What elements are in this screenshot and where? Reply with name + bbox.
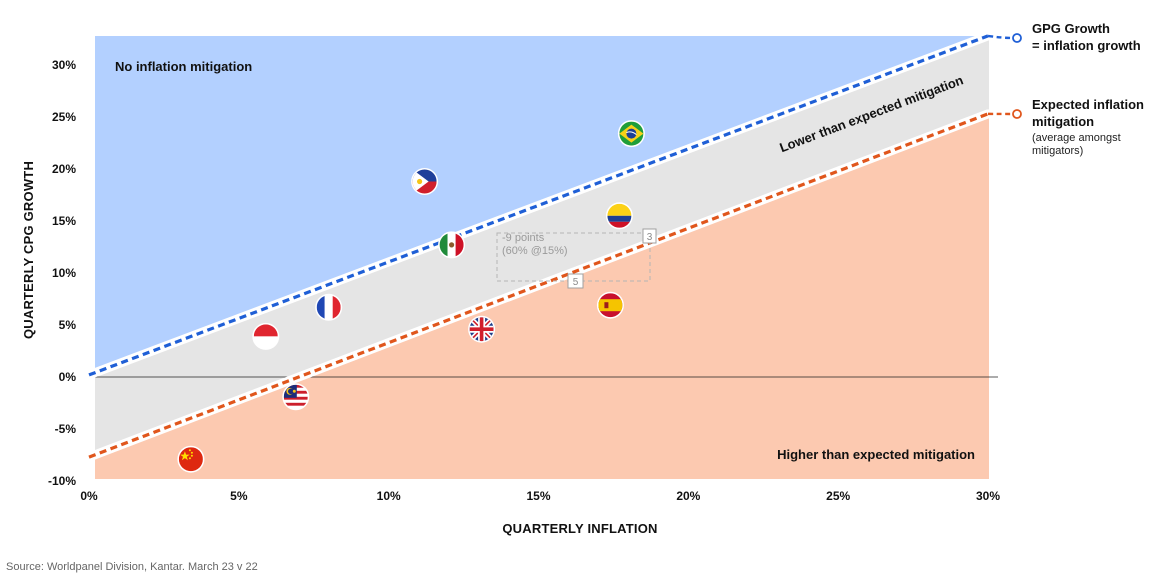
x-tick-label: 15% [526, 489, 550, 503]
philippines-flag-point [411, 168, 439, 195]
indonesia-flag [253, 324, 278, 349]
indonesia-flag-point [252, 322, 280, 350]
france-flag-point [315, 293, 343, 321]
uk-flag-point [468, 315, 496, 343]
x-tick-label: 5% [230, 489, 248, 503]
region-label-higher-than-expected: Higher than expected mitigation [777, 447, 975, 462]
x-axis-title: QUARTERLY INFLATION [502, 521, 657, 536]
annotation-text-percent: (60% @15%) [502, 245, 568, 257]
region-label-no-mitigation: No inflation mitigation [115, 59, 252, 74]
x-tick-label: 30% [976, 489, 1000, 503]
x-tick-label: 0% [80, 489, 98, 503]
colombia-flag-point [605, 202, 633, 230]
region-higher-than-expected [95, 113, 989, 479]
y-tick-label: 30% [52, 58, 76, 72]
expected-line-end-marker [1012, 109, 1022, 119]
gpg-line-halo [84, 31, 993, 380]
philippines-flag [412, 169, 437, 194]
y-tick-label: -5% [55, 422, 77, 436]
malaysia-flag-point [282, 383, 310, 411]
x-tick-label: 10% [377, 489, 401, 503]
spain-flag-point [596, 291, 624, 319]
y-tick-label: 5% [59, 318, 77, 332]
annotation-box-5 [567, 273, 584, 289]
gpg-line-end-marker [1012, 33, 1022, 43]
source-note: Source: Worldpanel Division, Kantar. Mar… [6, 561, 258, 573]
y-tick-label: 20% [52, 162, 76, 176]
gpg-line-end-curve [987, 34, 1014, 40]
brazil-flag-point [617, 120, 645, 148]
legend-gpg-title-line1: GPG Growth [1032, 21, 1110, 36]
malaysia-flag [283, 384, 308, 409]
legend-expected-title-line2: mitigation [1032, 114, 1094, 129]
y-tick-label: 25% [52, 110, 76, 124]
x-tick-label: 25% [826, 489, 850, 503]
colombia-flag [607, 203, 632, 228]
x-tick-label: 20% [676, 489, 700, 503]
expected-line-halo [84, 109, 993, 462]
legend-expected-note-line2: mitigators) [1032, 145, 1083, 157]
y-axis-ticks: 30% 25% 20% 15% 10% 5% 0% -5% -10% [48, 58, 76, 488]
uk-flag [469, 317, 494, 342]
y-tick-label: -10% [48, 474, 76, 488]
y-tick-label: 10% [52, 266, 76, 280]
x-axis-ticks: 0% 5% 10% 15% 20% 25% 30% [80, 489, 1000, 503]
annotation-box-3 [642, 228, 657, 244]
gap-annotation: -9 points (60% @15%) 3 5 [496, 228, 657, 289]
region-no-mitigation [95, 36, 989, 373]
legend-expected-title-line1: Expected inflation [1032, 97, 1144, 112]
brazil-flag [619, 121, 644, 146]
annotation-text-points: -9 points [502, 232, 545, 244]
region-lower-than-expected [95, 36, 989, 455]
country-points [177, 120, 645, 473]
y-tick-label: 0% [59, 370, 77, 384]
mexico-flag-point [438, 231, 466, 259]
annotation-box-5-label: 5 [573, 277, 579, 288]
legend-expected-note-line1: (average amongst [1032, 132, 1121, 144]
legend-gpg-title-line2: = inflation growth [1032, 38, 1141, 53]
france-flag [316, 295, 341, 320]
spain-flag [598, 293, 623, 318]
annotation-dashed-box [496, 232, 651, 282]
y-tick-label: 15% [52, 214, 76, 228]
mexico-flag [439, 232, 464, 257]
china-flag [178, 447, 203, 472]
china-flag-point [177, 445, 205, 473]
y-axis-title: QUARTERLY CPG GROWTH [21, 161, 36, 339]
annotation-box-3-label: 3 [647, 232, 653, 243]
legend: GPG Growth = inflation growth Expected i… [1032, 21, 1144, 157]
